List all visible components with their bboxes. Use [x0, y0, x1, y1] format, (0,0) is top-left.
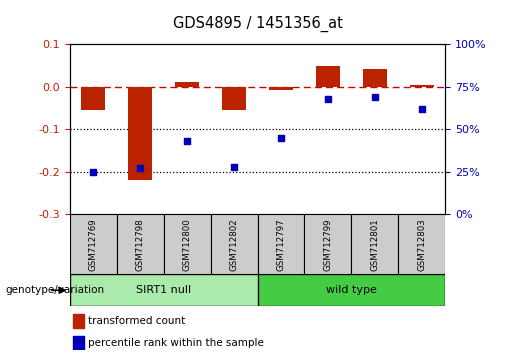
Text: GSM712797: GSM712797 — [277, 218, 285, 270]
Bar — [70, 274, 258, 306]
Point — [183, 138, 191, 144]
Bar — [73, 336, 84, 350]
Bar — [128, 87, 152, 180]
Bar — [304, 214, 352, 274]
Bar — [222, 87, 246, 110]
Text: genotype/variation: genotype/variation — [5, 285, 104, 295]
Text: GSM712800: GSM712800 — [182, 218, 192, 271]
Bar — [352, 214, 399, 274]
Text: percentile rank within the sample: percentile rank within the sample — [89, 338, 264, 348]
Text: transformed count: transformed count — [89, 316, 185, 326]
Bar — [211, 214, 258, 274]
Bar — [269, 87, 293, 90]
Bar — [73, 314, 84, 328]
Point — [89, 169, 97, 175]
Bar — [258, 214, 304, 274]
Bar — [70, 214, 116, 274]
Bar — [164, 214, 211, 274]
Text: GDS4895 / 1451356_at: GDS4895 / 1451356_at — [173, 16, 342, 32]
Point — [277, 135, 285, 141]
Point — [418, 106, 426, 112]
Text: GSM712803: GSM712803 — [418, 218, 426, 271]
Bar — [410, 85, 434, 87]
Text: wild type: wild type — [326, 285, 377, 295]
Bar — [175, 82, 199, 87]
Point — [230, 164, 238, 170]
Text: GSM712769: GSM712769 — [89, 218, 97, 270]
Text: GSM712802: GSM712802 — [230, 218, 238, 271]
Bar — [363, 69, 387, 87]
Text: GSM712798: GSM712798 — [135, 218, 145, 270]
Bar — [81, 87, 105, 110]
Bar — [399, 214, 445, 274]
Bar — [116, 214, 164, 274]
Point — [324, 96, 332, 102]
Bar — [258, 274, 445, 306]
Point — [136, 165, 144, 171]
Text: GSM712801: GSM712801 — [370, 218, 380, 271]
Point — [371, 94, 379, 100]
Text: GSM712799: GSM712799 — [323, 218, 333, 270]
Text: SIRT1 null: SIRT1 null — [136, 285, 191, 295]
Bar — [316, 66, 340, 87]
